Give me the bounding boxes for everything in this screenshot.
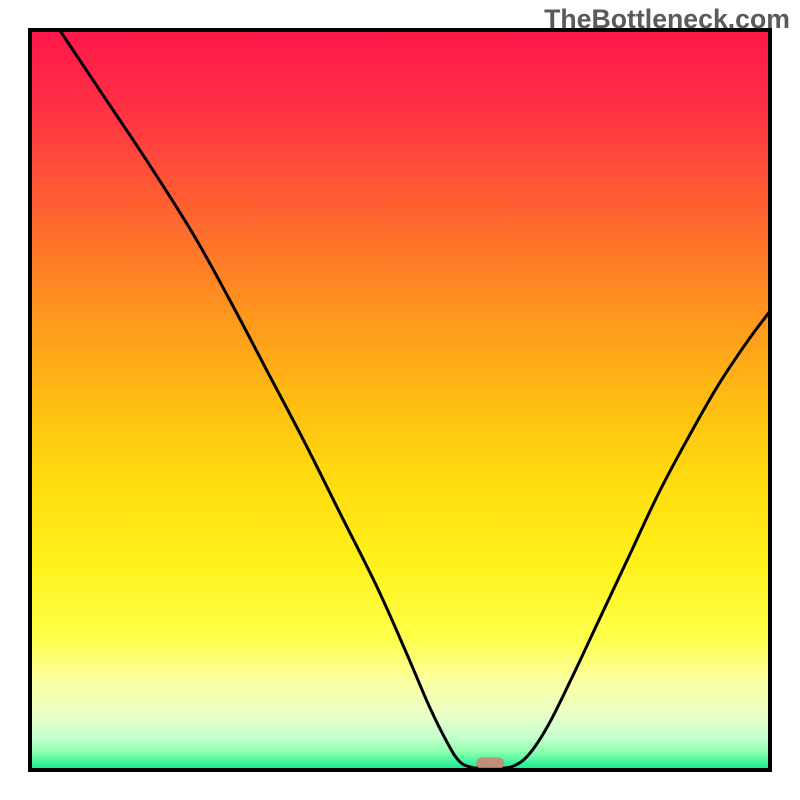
bottleneck-chart: TheBottleneck.com	[0, 0, 800, 800]
watermark-text: TheBottleneck.com	[544, 4, 790, 35]
chart-svg	[0, 0, 800, 800]
chart-background-gradient	[30, 30, 770, 770]
optimal-point-marker	[476, 757, 504, 769]
